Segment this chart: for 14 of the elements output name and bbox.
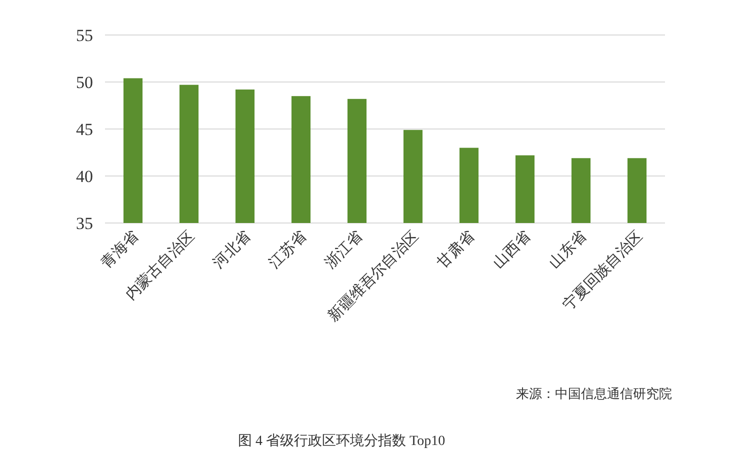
x-tick-label: 浙江省 bbox=[322, 228, 366, 272]
x-tick-label: 江苏省 bbox=[266, 228, 310, 272]
source-note: 来源：中国信息通信研究院 bbox=[516, 386, 672, 401]
y-tick-label: 40 bbox=[76, 167, 93, 186]
x-tick-label: 河北省 bbox=[210, 228, 254, 272]
y-tick-label: 55 bbox=[76, 26, 93, 45]
x-tick-label: 山西省 bbox=[490, 228, 534, 272]
y-tick-label: 45 bbox=[76, 120, 93, 139]
text: 图 4 省级行政区环境分指数 Top10 bbox=[238, 433, 446, 449]
y-tick-label: 35 bbox=[76, 214, 93, 233]
x-tick-label: 山东省 bbox=[546, 228, 590, 272]
y-tick-label: 50 bbox=[76, 73, 93, 92]
x-tick-label: 青海省 bbox=[98, 228, 142, 272]
x-tick-label: 甘肃省 bbox=[434, 228, 478, 272]
